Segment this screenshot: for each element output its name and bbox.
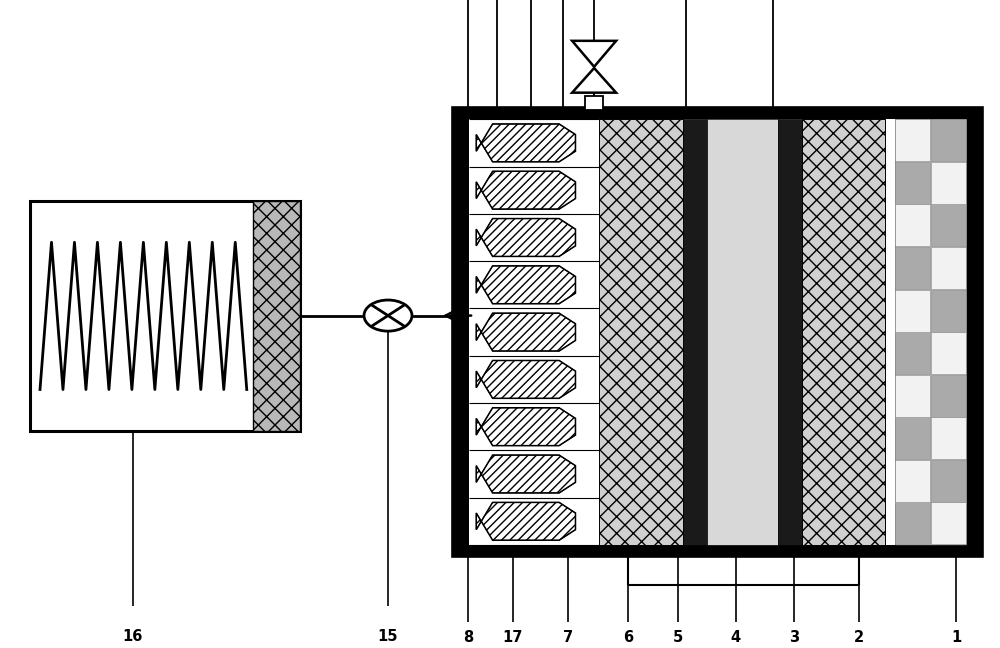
Text: 6: 6: [623, 630, 633, 645]
Bar: [30, 201, 300, 431]
Polygon shape: [572, 68, 616, 93]
Text: 2: 2: [854, 630, 864, 645]
Bar: [895, 460, 930, 502]
Bar: [931, 247, 966, 289]
Bar: [895, 417, 930, 459]
Bar: [895, 332, 930, 374]
Text: 3: 3: [789, 630, 799, 645]
Bar: [707, 119, 778, 545]
Bar: [931, 204, 966, 246]
Bar: [253, 201, 300, 431]
Text: 8: 8: [463, 630, 473, 645]
Text: 7: 7: [563, 630, 573, 645]
Bar: [931, 290, 966, 332]
Polygon shape: [476, 218, 575, 257]
Polygon shape: [476, 502, 575, 540]
Bar: [931, 502, 966, 544]
Bar: [469, 119, 966, 545]
Circle shape: [364, 300, 412, 331]
Bar: [895, 247, 930, 289]
Bar: [895, 119, 966, 545]
Text: 5: 5: [673, 630, 683, 645]
Bar: [931, 417, 966, 459]
Polygon shape: [476, 124, 575, 162]
Bar: [599, 119, 683, 545]
Polygon shape: [572, 41, 616, 67]
Bar: [931, 162, 966, 204]
Polygon shape: [476, 455, 575, 493]
Bar: [931, 375, 966, 417]
Polygon shape: [476, 313, 575, 351]
Bar: [895, 119, 930, 161]
Bar: [590, 119, 599, 545]
Polygon shape: [476, 171, 575, 209]
Polygon shape: [476, 266, 575, 304]
Bar: [931, 119, 966, 161]
Bar: [895, 162, 930, 204]
Bar: [895, 375, 930, 417]
Text: 15: 15: [378, 629, 398, 643]
Bar: [895, 502, 930, 544]
Polygon shape: [476, 360, 575, 399]
Bar: [455, 110, 980, 554]
Text: 4: 4: [731, 630, 741, 645]
Bar: [802, 119, 885, 545]
Bar: [455, 110, 980, 554]
Text: 17: 17: [503, 630, 523, 645]
Bar: [683, 119, 707, 545]
Text: 1: 1: [951, 630, 962, 645]
Bar: [585, 96, 603, 110]
Bar: [469, 119, 590, 545]
Bar: [895, 290, 930, 332]
Polygon shape: [476, 408, 575, 446]
Bar: [931, 332, 966, 374]
Bar: [778, 119, 802, 545]
Text: 16: 16: [122, 629, 143, 643]
Bar: [895, 204, 930, 246]
Bar: [931, 460, 966, 502]
